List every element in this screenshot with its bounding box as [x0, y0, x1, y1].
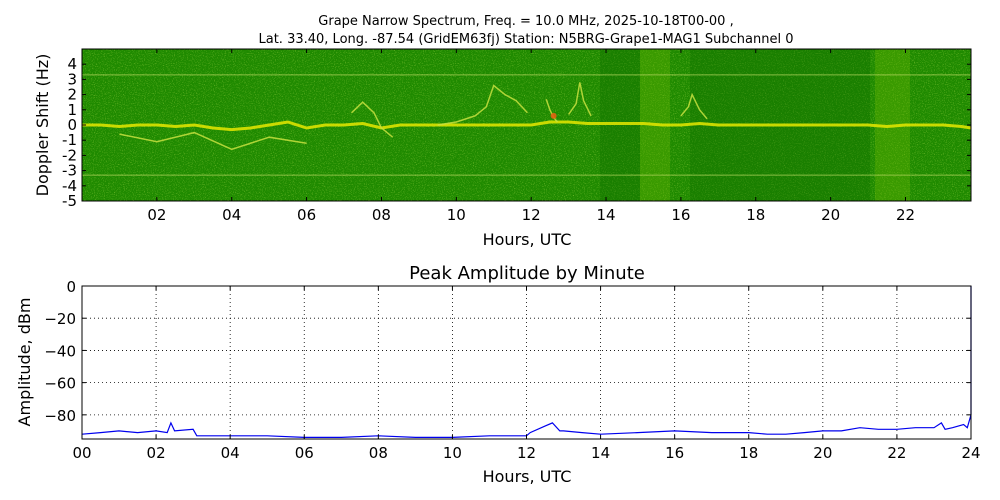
x-tick-label: 04: [221, 444, 240, 462]
amplitude-panel: Peak Amplitude by Minute 0 −20 −40 −60 −80 0…: [15, 263, 981, 486]
carrier-trace: [82, 120, 972, 132]
y-tick-label: 1: [67, 101, 77, 119]
spectrogram-y-axis-label: Doppler Shift (Hz): [33, 54, 52, 197]
x-tick-label: 06: [295, 444, 314, 462]
doppler-trace: [567, 82, 592, 117]
amplitude-chart-title: Peak Amplitude by Minute: [409, 263, 645, 284]
x-tick-label: 00: [72, 444, 91, 462]
x-tick-label: 24: [961, 444, 980, 462]
figure-title-line1: Grape Narrow Spectrum, Freq. = 10.0 MHz,…: [318, 14, 733, 29]
x-tick-label: 08: [372, 206, 391, 224]
amplitude-x-axis-label: Hours, UTC: [483, 467, 572, 486]
y-tick-label: 3: [67, 70, 77, 88]
x-tick-label: 18: [746, 206, 765, 224]
amplitude-grid: [82, 286, 971, 439]
spectrogram-frame: [81, 48, 972, 202]
y-tick-label: -5: [62, 192, 77, 210]
x-tick-label: 20: [821, 206, 840, 224]
amplitude-series-line: [81, 286, 972, 438]
amplitude-series: [81, 286, 972, 438]
x-tick-label: 18: [739, 444, 758, 462]
doppler-trace: [437, 84, 528, 126]
x-tick-label: 04: [222, 206, 241, 224]
x-tick-label: 20: [813, 444, 832, 462]
x-tick-label: 14: [591, 444, 610, 462]
figure-title-line2: Lat. 33.40, Long. -87.54 (GridEM63fj) St…: [259, 32, 794, 47]
doppler-trace: [119, 131, 307, 151]
x-tick-label: 12: [522, 206, 541, 224]
y-tick-label: 0: [66, 278, 76, 296]
y-tick-label: -2: [62, 146, 77, 164]
x-tick-label: 06: [297, 206, 316, 224]
x-tick-label: 22: [887, 444, 906, 462]
y-tick-label: −20: [44, 310, 76, 328]
x-tick-label: 02: [147, 444, 166, 462]
x-tick-label: 10: [443, 444, 462, 462]
x-tick-label: 16: [665, 444, 684, 462]
x-tick-label: 14: [596, 206, 615, 224]
y-tick-label: -1: [62, 131, 77, 149]
y-tick-label: −80: [44, 407, 76, 425]
x-tick-label: 08: [369, 444, 388, 462]
y-tick-label: −40: [44, 342, 76, 360]
y-tick-label: 0: [67, 116, 77, 134]
y-tick-label: −60: [44, 375, 76, 393]
spectrogram-x-ticks: 02 04 06 08 10 12 14 16 18 20 22: [147, 49, 915, 224]
amplitude-y-axis-label: Amplitude, dBm: [15, 298, 34, 427]
x-tick-label: 10: [447, 206, 466, 224]
x-tick-label: 02: [147, 206, 166, 224]
y-tick-label: -4: [62, 177, 77, 195]
doppler-traces: [82, 82, 972, 151]
y-tick-label: -3: [62, 162, 77, 180]
doppler-trace: [680, 92, 708, 120]
peak-spot: [550, 112, 557, 119]
y-tick-label: 2: [67, 86, 77, 104]
x-tick-label: 16: [671, 206, 690, 224]
x-tick-label: 12: [517, 444, 536, 462]
amplitude-y-ticks: 0 −20 −40 −60 −80: [44, 278, 971, 425]
x-tick-label: 22: [896, 206, 915, 224]
doppler-trace: [350, 101, 394, 138]
spectrogram-x-axis-label: Hours, UTC: [483, 230, 572, 249]
amplitude-x-ticks: 00 02 04 06 08 10 12 14 16 18 20 22 24: [72, 286, 981, 462]
y-tick-label: 4: [67, 55, 77, 73]
spur-lines: [82, 74, 971, 176]
